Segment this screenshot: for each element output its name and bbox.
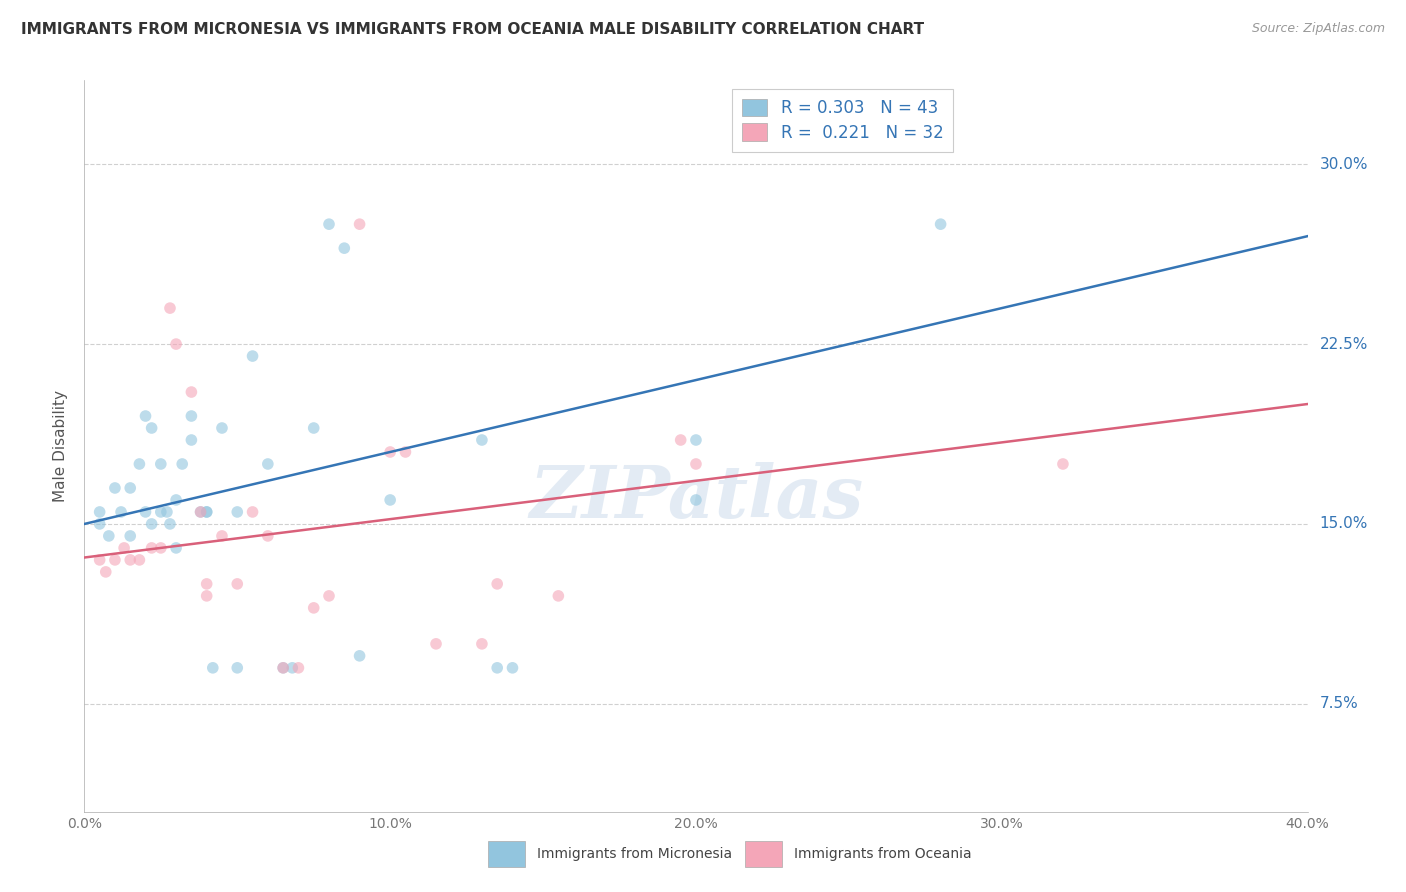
Point	[394, 445, 416, 459]
Text: Source: ZipAtlas.com: Source: ZipAtlas.com	[1251, 22, 1385, 36]
Point	[149, 541, 172, 555]
Point	[287, 661, 309, 675]
Text: ZIPatlas: ZIPatlas	[529, 462, 863, 533]
Point	[120, 553, 142, 567]
Point	[89, 516, 111, 531]
Point	[195, 577, 218, 591]
Point	[486, 661, 509, 675]
Point	[165, 337, 187, 351]
Point	[104, 553, 127, 567]
Point	[135, 505, 157, 519]
Text: Immigrants from Oceania: Immigrants from Oceania	[794, 847, 972, 861]
Point	[141, 541, 163, 555]
Point	[201, 661, 224, 675]
Point	[281, 661, 304, 675]
Text: 22.5%: 22.5%	[1320, 336, 1368, 351]
FancyBboxPatch shape	[745, 841, 782, 867]
Point	[242, 349, 264, 363]
Point	[685, 492, 707, 507]
Point	[128, 553, 150, 567]
Point	[502, 661, 524, 675]
Point	[257, 457, 280, 471]
Point	[195, 505, 218, 519]
Text: 30.0%: 30.0%	[1320, 157, 1368, 172]
Point	[180, 409, 202, 423]
Point	[97, 529, 120, 543]
Point	[165, 541, 187, 555]
Point	[172, 457, 194, 471]
Point	[141, 516, 163, 531]
Point	[271, 661, 294, 675]
Point	[120, 481, 142, 495]
Point	[180, 385, 202, 400]
Point	[135, 409, 157, 423]
Point	[302, 421, 325, 435]
Point	[226, 577, 249, 591]
Point	[302, 600, 325, 615]
Point	[165, 492, 187, 507]
Point	[159, 301, 181, 315]
Point	[685, 457, 707, 471]
FancyBboxPatch shape	[488, 841, 524, 867]
Point	[486, 577, 509, 591]
Point	[1052, 457, 1074, 471]
Point	[380, 445, 402, 459]
Text: 7.5%: 7.5%	[1320, 697, 1358, 711]
Point	[471, 637, 494, 651]
Point	[333, 241, 356, 255]
Y-axis label: Male Disability: Male Disability	[53, 390, 69, 502]
Point	[89, 505, 111, 519]
Point	[226, 505, 249, 519]
Point	[271, 661, 294, 675]
Point	[929, 217, 952, 231]
Point	[104, 481, 127, 495]
Text: IMMIGRANTS FROM MICRONESIA VS IMMIGRANTS FROM OCEANIA MALE DISABILITY CORRELATIO: IMMIGRANTS FROM MICRONESIA VS IMMIGRANTS…	[21, 22, 924, 37]
Point	[211, 529, 233, 543]
Point	[349, 648, 371, 663]
Point	[318, 589, 340, 603]
Point	[349, 217, 371, 231]
Point	[149, 505, 172, 519]
Point	[471, 433, 494, 447]
Point	[547, 589, 569, 603]
Point	[669, 433, 692, 447]
Point	[685, 433, 707, 447]
Point	[425, 637, 447, 651]
Point	[211, 421, 233, 435]
Point	[112, 541, 135, 555]
Point	[195, 505, 218, 519]
Point	[94, 565, 117, 579]
Point	[318, 217, 340, 231]
Point	[242, 505, 264, 519]
Point	[149, 457, 172, 471]
Point	[159, 516, 181, 531]
Point	[89, 553, 111, 567]
Point	[120, 529, 142, 543]
Point	[141, 421, 163, 435]
Point	[190, 505, 212, 519]
Point	[380, 492, 402, 507]
Point	[257, 529, 280, 543]
Point	[180, 433, 202, 447]
Text: Immigrants from Micronesia: Immigrants from Micronesia	[537, 847, 733, 861]
Legend: R = 0.303   N = 43, R =  0.221   N = 32: R = 0.303 N = 43, R = 0.221 N = 32	[733, 88, 953, 152]
Point	[195, 589, 218, 603]
Point	[156, 505, 179, 519]
Point	[110, 505, 132, 519]
Point	[128, 457, 150, 471]
Point	[190, 505, 212, 519]
Text: 15.0%: 15.0%	[1320, 516, 1368, 532]
Point	[226, 661, 249, 675]
